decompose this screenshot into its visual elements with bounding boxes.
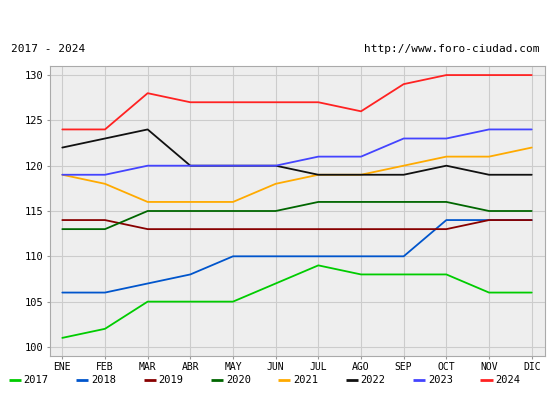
Text: Evolucion num de emigrantes en El Tiemblo: Evolucion num de emigrantes en El Tiembl… [88,10,462,26]
Text: 2019: 2019 [158,375,184,385]
Text: 2020: 2020 [226,375,251,385]
Text: 2021: 2021 [293,375,318,385]
Text: 2024: 2024 [496,375,520,385]
Text: 2018: 2018 [91,375,116,385]
Text: 2017: 2017 [24,375,49,385]
Text: 2022: 2022 [361,375,386,385]
Text: http://www.foro-ciudad.com: http://www.foro-ciudad.com [364,44,539,54]
Text: 2023: 2023 [428,375,453,385]
Text: 2017 - 2024: 2017 - 2024 [11,44,85,54]
